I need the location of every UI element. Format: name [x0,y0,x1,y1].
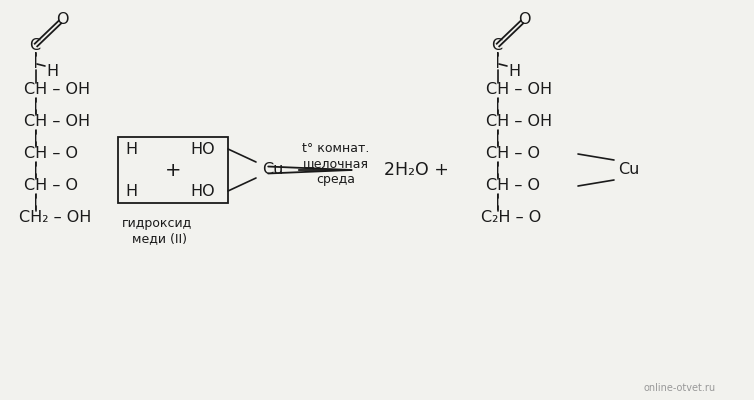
Text: среда: среда [317,174,355,186]
Text: щелочная: щелочная [303,158,369,170]
Text: |: | [33,194,38,210]
Text: HO: HO [190,184,215,198]
Text: |: | [495,194,501,210]
Text: |: | [33,162,38,178]
Text: C: C [29,38,40,52]
Text: t° комнат.: t° комнат. [302,142,369,154]
Text: HO: HO [190,142,215,156]
Text: +: + [165,160,181,180]
Text: CH₂ – OH: CH₂ – OH [19,210,91,226]
Bar [118,137,228,203]
Text: O: O [56,12,69,28]
Text: O: O [518,12,531,28]
Text: |: | [495,162,501,178]
Text: H: H [125,184,137,198]
Text: CH – O: CH – O [24,146,78,162]
Text: |: | [33,98,38,114]
Text: online-otvet.ru: online-otvet.ru [644,383,716,393]
Text: C₂H – O: C₂H – O [481,210,541,226]
Text: CH – O: CH – O [486,146,540,162]
Text: H: H [125,142,137,156]
Text: CH – OH: CH – OH [24,114,90,130]
Text: H: H [46,64,58,78]
Text: 2H₂O +: 2H₂O + [384,161,449,179]
Text: Cu: Cu [262,162,284,178]
Text: |: | [33,52,38,68]
Text: CH – O: CH – O [486,178,540,194]
Text: |: | [495,98,501,114]
Text: меди (II): меди (II) [132,232,187,246]
Text: C: C [491,38,502,52]
Text: H: H [508,64,520,78]
Text: |: | [495,52,501,68]
Text: CH – OH: CH – OH [486,114,552,130]
Text: CH – O: CH – O [24,178,78,194]
Text: Cu: Cu [618,162,639,178]
Text: |: | [495,130,501,146]
Text: CH – OH: CH – OH [24,82,90,98]
Text: гидроксид: гидроксид [122,216,192,230]
Text: |: | [33,130,38,146]
Text: CH – OH: CH – OH [486,82,552,98]
